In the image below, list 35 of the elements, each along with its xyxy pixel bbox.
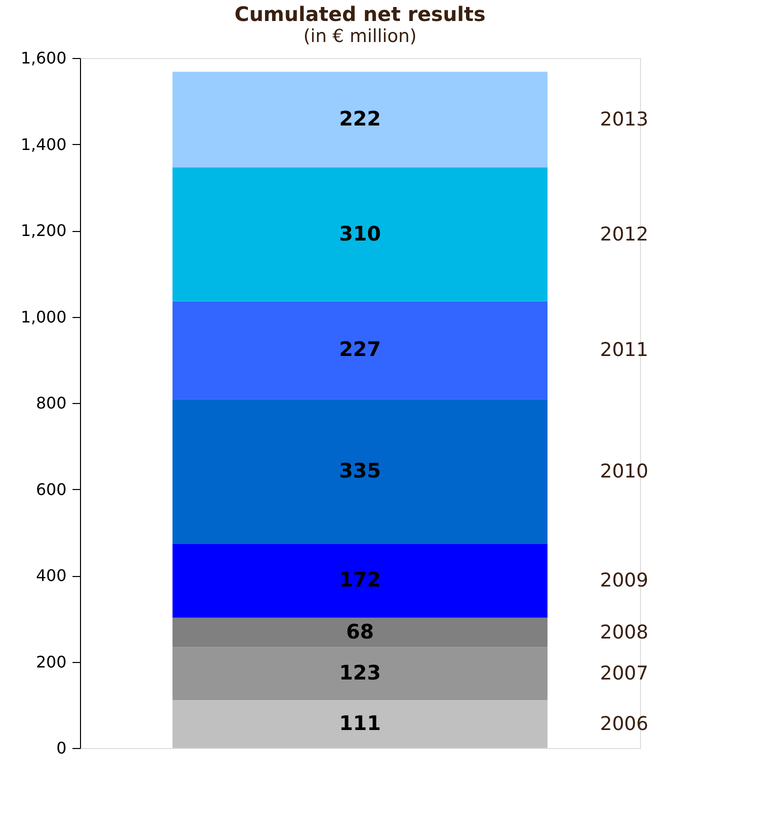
data-label: 227 bbox=[339, 337, 381, 362]
bar bbox=[172, 399, 548, 544]
text: 2009 bbox=[600, 570, 648, 592]
data-label: 172 bbox=[339, 568, 381, 592]
text: 2010 bbox=[600, 460, 648, 482]
y-tick-label: 0 bbox=[56, 738, 66, 758]
bar bbox=[172, 168, 548, 302]
y-tick-label: 1,400 bbox=[20, 134, 66, 154]
bar bbox=[172, 647, 548, 700]
bar bbox=[172, 700, 548, 748]
bar bbox=[172, 72, 548, 168]
y-tick-label: 1,600 bbox=[20, 48, 66, 68]
bar bbox=[172, 544, 548, 618]
data-label: 111 bbox=[339, 711, 381, 736]
text: 2007 bbox=[600, 662, 648, 685]
text: 2013 bbox=[600, 108, 648, 131]
text: 2008 bbox=[600, 621, 648, 644]
data-label: 222 bbox=[339, 106, 381, 131]
data-label: 123 bbox=[339, 660, 381, 685]
y-tick-label: 800 bbox=[36, 394, 66, 412]
text: 2012 bbox=[600, 223, 648, 246]
y-tick-label: 1,200 bbox=[20, 221, 66, 240]
y-tick-label: 200 bbox=[36, 652, 66, 672]
chart-subtitle: (in € million) bbox=[303, 26, 417, 47]
data-label: 310 bbox=[339, 221, 381, 246]
y-tick-label: 1,000 bbox=[20, 307, 66, 326]
text: 2011 bbox=[600, 339, 648, 362]
bar bbox=[172, 618, 548, 648]
y-tick-label: 400 bbox=[36, 566, 66, 585]
chart-title: Cumulated net results bbox=[234, 2, 486, 26]
data-label: 68 bbox=[346, 619, 374, 644]
text: 2006 bbox=[600, 713, 648, 736]
bar bbox=[172, 301, 548, 400]
y-tick-label: 600 bbox=[36, 480, 66, 499]
data-label: 335 bbox=[339, 458, 381, 482]
